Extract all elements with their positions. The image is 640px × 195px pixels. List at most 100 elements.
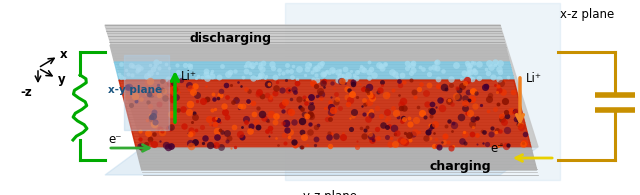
Point bbox=[438, 70, 448, 73]
Point bbox=[225, 70, 235, 73]
Point bbox=[463, 64, 473, 67]
Text: discharging: discharging bbox=[190, 32, 272, 45]
Point bbox=[312, 66, 322, 69]
Point bbox=[209, 97, 220, 100]
Point bbox=[367, 97, 377, 100]
Point bbox=[118, 77, 129, 80]
Point bbox=[146, 117, 156, 120]
Point bbox=[483, 110, 493, 113]
Point bbox=[146, 92, 156, 95]
Point bbox=[319, 106, 330, 109]
Point bbox=[433, 77, 443, 80]
Point bbox=[431, 137, 441, 141]
Point bbox=[472, 142, 483, 145]
Point bbox=[444, 98, 454, 101]
Point bbox=[423, 130, 433, 133]
Point bbox=[336, 80, 346, 83]
Point bbox=[433, 85, 443, 88]
Point bbox=[340, 67, 351, 70]
Point bbox=[470, 117, 481, 121]
Point bbox=[325, 145, 335, 148]
Point bbox=[365, 133, 375, 136]
Point bbox=[360, 129, 370, 132]
Point bbox=[122, 95, 132, 98]
Point bbox=[398, 140, 408, 143]
Point bbox=[136, 97, 147, 100]
Point bbox=[456, 115, 467, 118]
Point bbox=[343, 102, 353, 105]
Point bbox=[437, 141, 447, 144]
Point bbox=[376, 114, 386, 118]
Point bbox=[301, 98, 312, 101]
Point bbox=[467, 61, 477, 64]
Point bbox=[316, 93, 326, 96]
Point bbox=[235, 105, 245, 108]
Point bbox=[460, 106, 470, 110]
Point bbox=[200, 137, 211, 140]
Point bbox=[432, 66, 442, 69]
Point bbox=[135, 138, 145, 141]
Point bbox=[222, 140, 232, 143]
Point bbox=[243, 63, 253, 66]
Point bbox=[427, 125, 437, 128]
Point bbox=[144, 92, 154, 96]
Point bbox=[249, 113, 259, 116]
Point bbox=[360, 103, 370, 106]
Point bbox=[470, 70, 480, 73]
Point bbox=[241, 69, 252, 72]
Point bbox=[355, 127, 365, 130]
Point bbox=[152, 72, 163, 75]
Point bbox=[319, 80, 330, 83]
Point bbox=[383, 116, 394, 119]
Point bbox=[137, 145, 147, 148]
Polygon shape bbox=[285, 3, 560, 180]
Point bbox=[188, 121, 198, 124]
Point bbox=[519, 142, 529, 145]
Point bbox=[387, 71, 397, 74]
Point bbox=[159, 90, 169, 93]
Point bbox=[508, 111, 518, 114]
Point bbox=[168, 86, 179, 89]
Point bbox=[155, 61, 165, 64]
Point bbox=[262, 119, 272, 122]
Point bbox=[282, 64, 292, 67]
Point bbox=[369, 74, 380, 77]
Point bbox=[456, 140, 467, 143]
Point bbox=[424, 83, 435, 86]
Point bbox=[398, 116, 408, 119]
Point bbox=[431, 60, 442, 64]
Point bbox=[173, 108, 183, 111]
Point bbox=[141, 142, 151, 145]
Point bbox=[359, 98, 369, 101]
Point bbox=[451, 64, 461, 67]
Point bbox=[391, 112, 401, 115]
Point bbox=[244, 129, 255, 132]
Point bbox=[198, 100, 208, 103]
Point bbox=[376, 66, 387, 69]
Point bbox=[381, 93, 392, 97]
Point bbox=[301, 143, 312, 146]
Point bbox=[344, 89, 354, 92]
Polygon shape bbox=[105, 147, 538, 175]
Point bbox=[340, 81, 350, 84]
Point bbox=[321, 70, 332, 74]
Point bbox=[335, 106, 346, 109]
Point bbox=[305, 101, 315, 104]
Point bbox=[440, 135, 450, 138]
Point bbox=[213, 96, 223, 99]
Point bbox=[289, 120, 299, 123]
Point bbox=[463, 72, 473, 75]
Point bbox=[265, 126, 275, 129]
Point bbox=[500, 100, 510, 103]
Point bbox=[471, 91, 481, 94]
Point bbox=[461, 61, 472, 64]
Point bbox=[285, 70, 296, 73]
Point bbox=[437, 106, 447, 110]
Point bbox=[406, 79, 416, 82]
Point bbox=[385, 143, 396, 146]
Point bbox=[238, 76, 248, 79]
Point bbox=[449, 123, 459, 127]
Point bbox=[364, 86, 374, 89]
Point bbox=[251, 62, 261, 65]
Point bbox=[495, 70, 505, 74]
